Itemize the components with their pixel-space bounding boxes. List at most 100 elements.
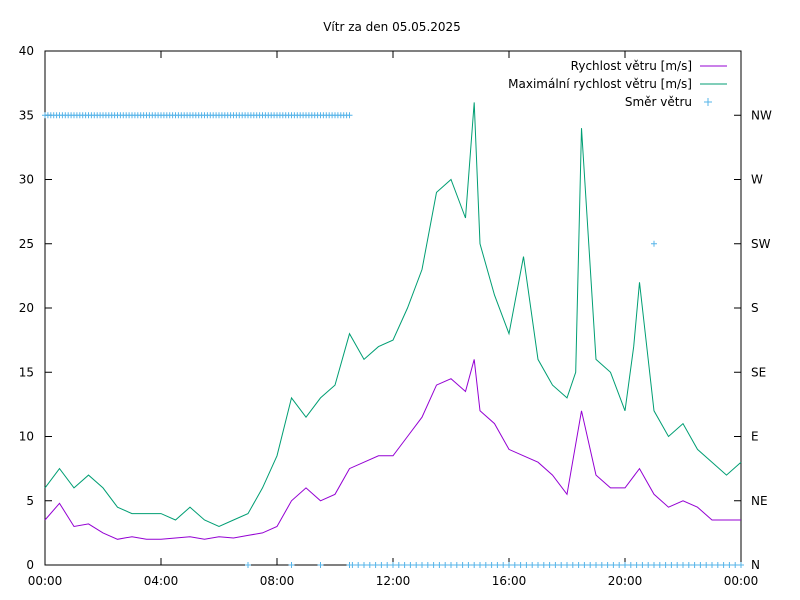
wind-direction-point — [558, 562, 565, 568]
y-tick-label: 10 — [19, 430, 34, 444]
y2-tick-label: W — [751, 173, 763, 187]
wind-direction-point — [540, 562, 547, 568]
y-tick-label: 15 — [19, 365, 34, 379]
wind-direction-point — [488, 562, 495, 568]
wind-direction-point — [378, 562, 385, 568]
x-tick-label: 04:00 — [144, 574, 179, 588]
wind-direction-point — [361, 562, 367, 568]
wind-direction-point — [407, 562, 414, 568]
wind-direction-point — [459, 562, 466, 568]
wind-direction-point — [506, 562, 512, 568]
wind-direction-point — [366, 562, 373, 568]
wind-direction-point — [372, 562, 379, 568]
wind-direction-point — [523, 562, 530, 568]
wind-direction-point — [709, 562, 715, 568]
wind-direction-point — [685, 562, 692, 568]
legend-label: Směr větru — [625, 95, 692, 109]
wind-direction-point — [436, 562, 443, 568]
wind-direction-point — [317, 562, 324, 568]
wind-direction-point — [604, 562, 611, 568]
chart-title: Vítr za den 05.05.2025 — [323, 20, 461, 34]
series-max-wind-speed — [44, 102, 742, 528]
y-tick-label: 20 — [19, 301, 34, 315]
series-layer — [42, 102, 744, 568]
wind-direction-point — [674, 562, 681, 568]
wind-direction-point — [645, 562, 652, 568]
wind-direction-point — [651, 240, 657, 247]
wind-direction-point — [471, 562, 478, 568]
wind-direction-point — [732, 562, 739, 568]
y2-tick-label: SW — [751, 237, 771, 251]
wind-direction-point — [726, 562, 733, 568]
wind-direction-point — [593, 562, 599, 568]
plot-frame — [44, 50, 742, 566]
wind-direction-point — [680, 562, 686, 568]
series-wind-direction — [42, 112, 744, 568]
y-tick-label: 5 — [26, 494, 34, 508]
wind-direction-point — [651, 562, 657, 568]
wind-direction-point — [535, 562, 541, 568]
wind-direction-point — [465, 562, 472, 568]
wind-direction-point — [552, 562, 559, 568]
y2-tick-label: S — [751, 301, 759, 315]
y2-tick-label: N — [751, 558, 760, 572]
wind-direction-point — [697, 562, 704, 568]
y-tick-label: 35 — [19, 108, 34, 122]
wind-direction-point — [517, 562, 524, 568]
y-tick-label: 0 — [26, 558, 34, 572]
wind-direction-point — [703, 562, 710, 568]
wind-direction-point — [494, 562, 501, 568]
wind-direction-point — [453, 562, 460, 568]
wind-direction-point — [419, 562, 425, 568]
wind-direction-point — [390, 562, 396, 568]
axes: 0 5 10 15 20 25 30 35 40 N NE E SE S SW W NW 00:00 04:00 08… — [19, 44, 772, 588]
x-tick-label: 12:00 — [376, 574, 411, 588]
y2-tick-label: SE — [751, 365, 766, 379]
wind-direction-point — [569, 562, 576, 568]
x-tick-label: 00:00 — [724, 574, 759, 588]
wind-direction-point — [349, 562, 356, 568]
wind-direction-point — [384, 562, 391, 568]
wind-direction-point — [500, 562, 507, 568]
y2-tick-label: NE — [751, 494, 768, 508]
wind-direction-point — [662, 562, 669, 568]
wind-direction-point — [430, 562, 437, 568]
wind-direction-point — [575, 562, 582, 568]
wind-direction-point — [587, 562, 594, 568]
y-tick-label: 30 — [19, 173, 34, 187]
wind-direction-point — [511, 562, 518, 568]
wind-direction-point — [633, 562, 640, 568]
wind-direction-point — [529, 562, 536, 568]
wind-direction-point — [564, 562, 570, 568]
wind-direction-point — [482, 562, 489, 568]
wind-direction-point — [714, 562, 721, 568]
wind-direction-point — [622, 562, 628, 568]
x-tick-label: 16:00 — [492, 574, 527, 588]
legend-label: Maximální rychlost větru [m/s] — [508, 77, 692, 91]
legend-marker — [704, 98, 712, 106]
y-tick-label: 40 — [19, 44, 34, 58]
wind-direction-point — [610, 562, 617, 568]
x-tick-label: 20:00 — [608, 574, 643, 588]
wind-direction-point — [401, 562, 408, 568]
wind-direction-point — [346, 112, 353, 119]
y2-tick-label: E — [751, 430, 759, 444]
wind-direction-point — [627, 562, 634, 568]
legend-label: Rychlost větru [m/s] — [571, 59, 692, 73]
y2-tick-label: NW — [751, 108, 772, 122]
wind-direction-point — [616, 562, 623, 568]
wind-direction-point — [546, 562, 553, 568]
wind-direction-point — [442, 562, 449, 568]
wind-direction-point — [424, 562, 431, 568]
y-tick-label: 25 — [19, 237, 34, 251]
wind-direction-point — [598, 562, 605, 568]
wind-direction-point — [738, 562, 744, 568]
wind-direction-point — [668, 562, 675, 568]
wind-direction-point — [691, 562, 698, 568]
x-tick-label: 08:00 — [260, 574, 295, 588]
x-tick-label: 00:00 — [28, 574, 63, 588]
wind-direction-point — [288, 562, 295, 568]
wind-direction-point — [581, 562, 588, 568]
wind-direction-point — [720, 562, 727, 568]
